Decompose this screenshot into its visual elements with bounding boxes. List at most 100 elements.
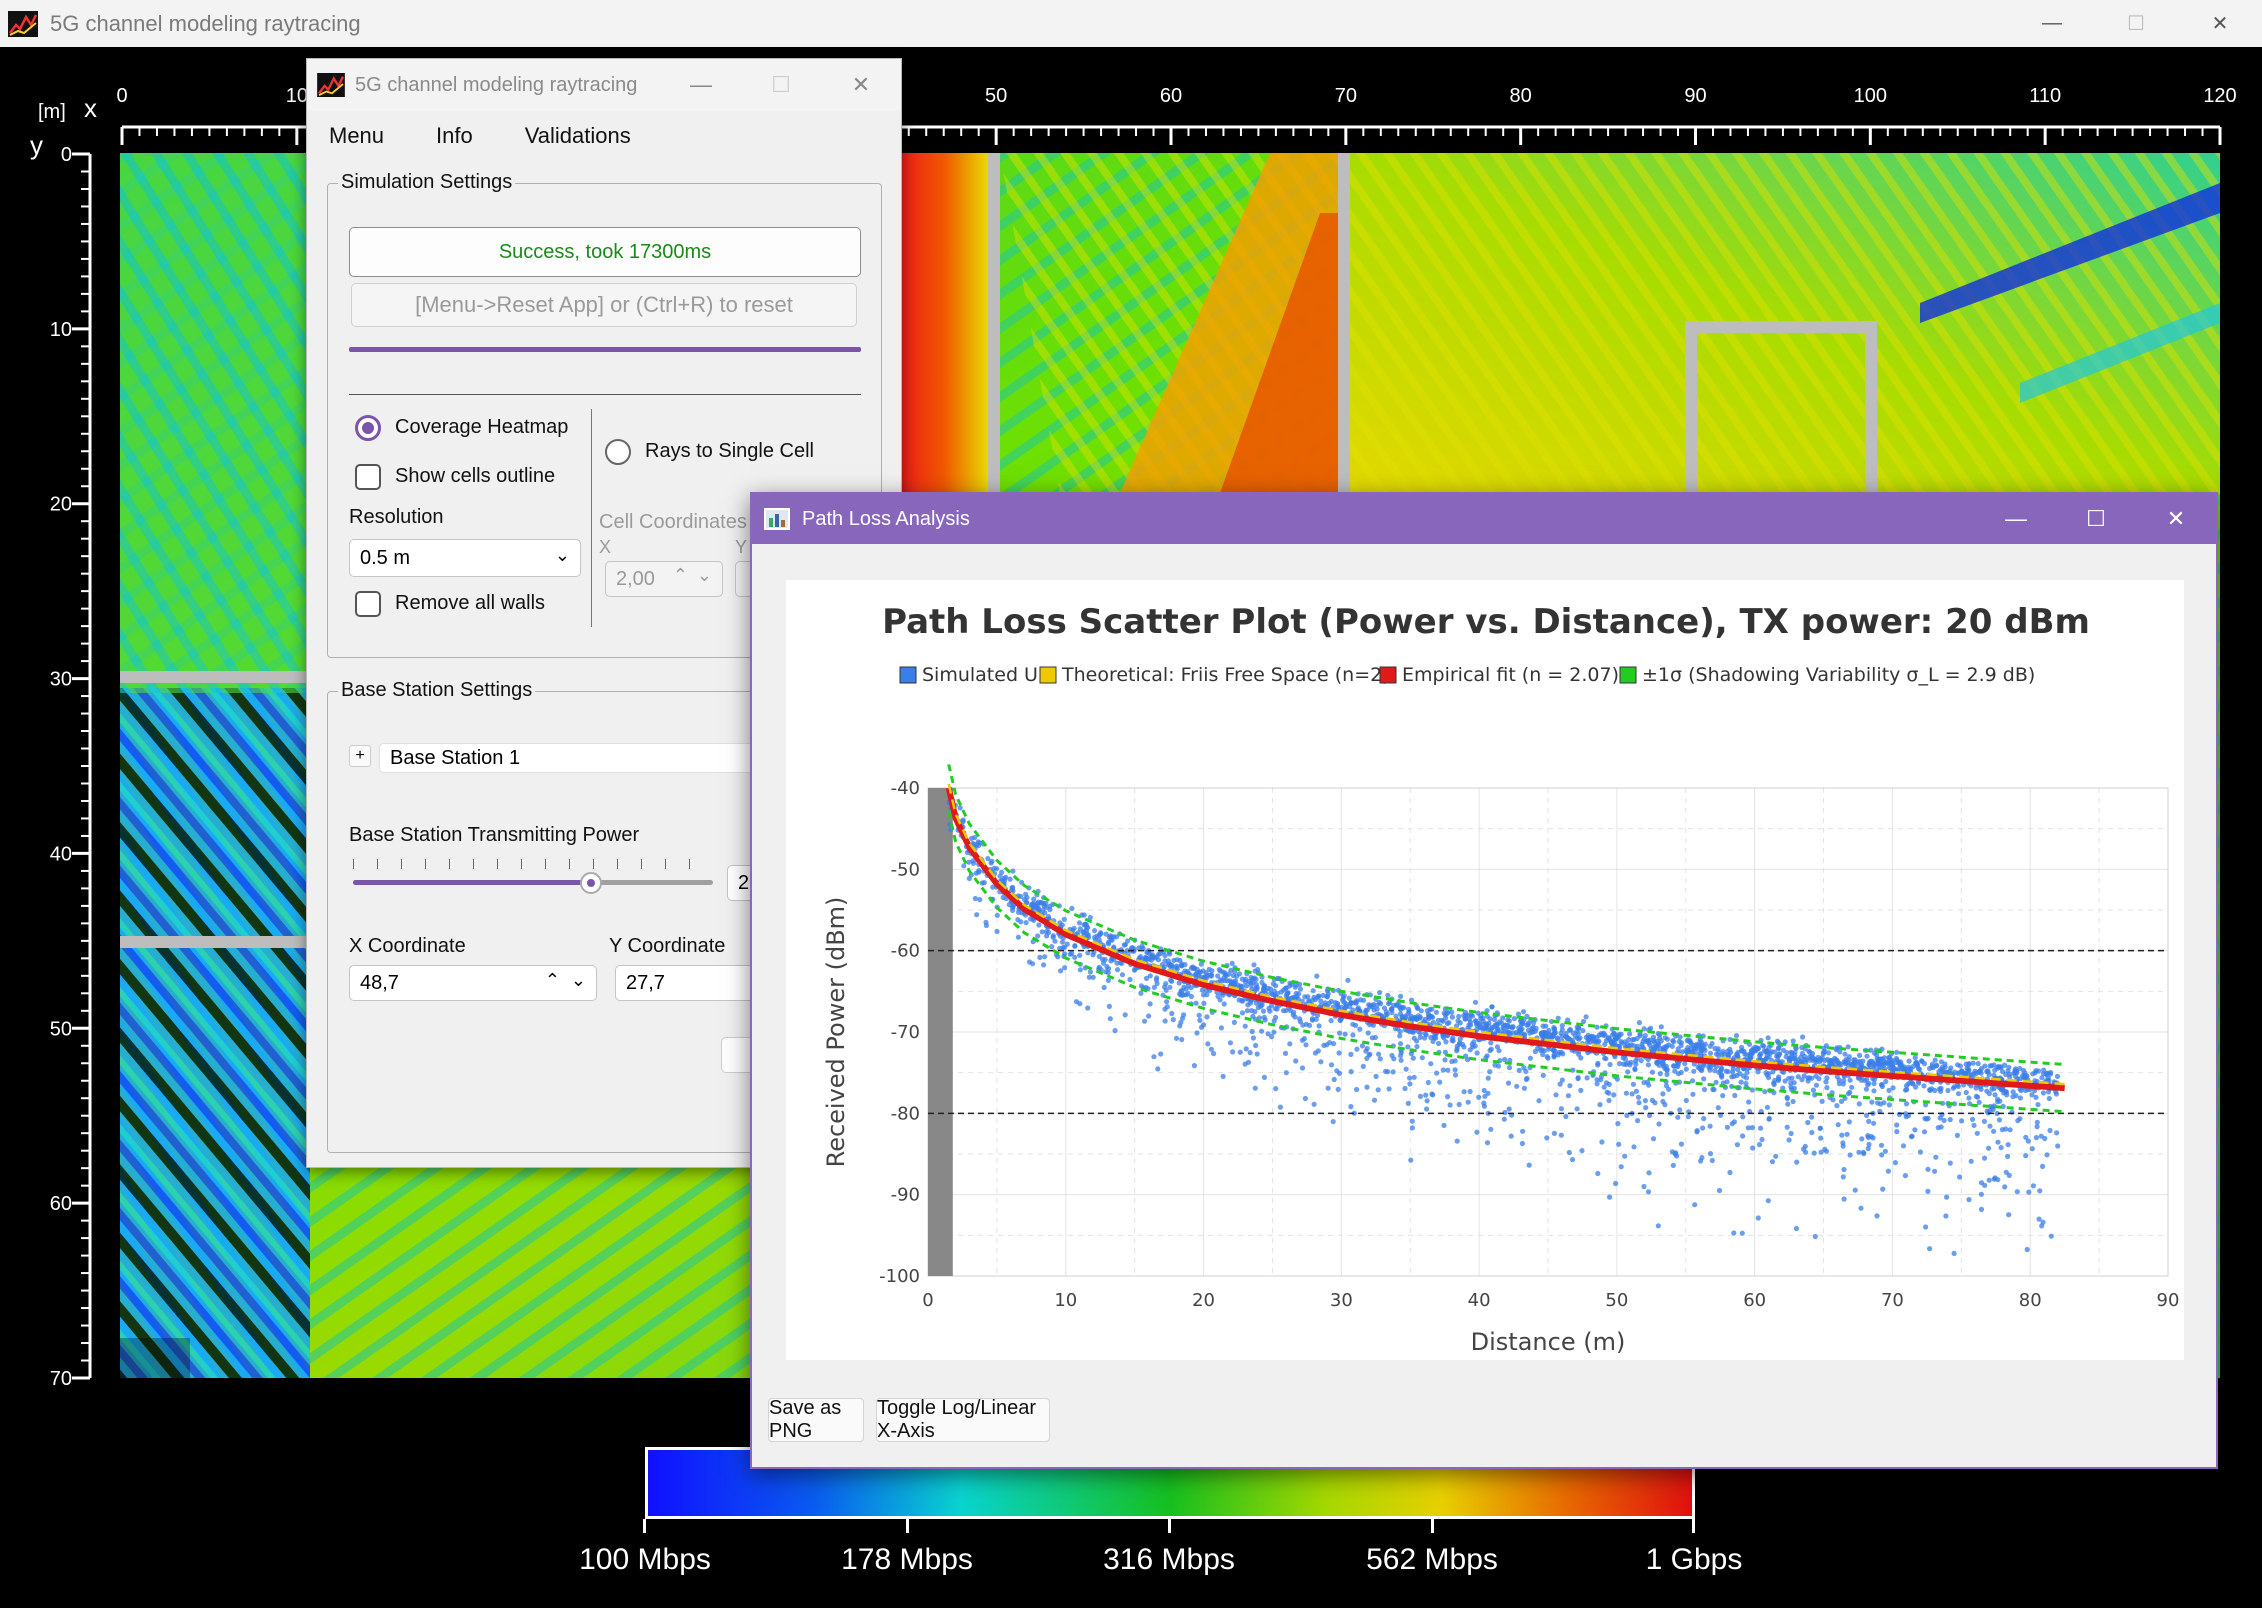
colorbar-tick [1431, 1519, 1434, 1533]
minimize-icon[interactable]: — [2005, 506, 2027, 531]
close-icon[interactable]: ✕ [2166, 506, 2186, 531]
scatter-point [1724, 1124, 1730, 1130]
scatter-point [1861, 1151, 1867, 1157]
scatter-point [1373, 1073, 1379, 1079]
x-coordinate-value: 48,7 [360, 971, 399, 994]
scatter-point [1701, 1116, 1707, 1122]
base-station-select[interactable]: Base Station 1 [379, 743, 759, 773]
scatter-point [1201, 1000, 1207, 1006]
scatter-point [1242, 1023, 1248, 1029]
remove-walls-label[interactable]: Remove all walls [395, 592, 546, 614]
scatter-point [2000, 1103, 2006, 1109]
scatter-point [1803, 1149, 1809, 1155]
scatter-point [1442, 1049, 1448, 1055]
scatter-point [1657, 1071, 1663, 1077]
expand-icon[interactable]: + [349, 745, 371, 767]
scatter-point [1611, 1092, 1617, 1098]
scatter-point [1326, 1000, 1332, 1006]
legend-swatch [1039, 666, 1057, 684]
scatter-point [1975, 1061, 1981, 1067]
scatter-point [1465, 1099, 1471, 1105]
maximize-icon[interactable]: ☐ [771, 72, 791, 97]
x-coordinate-spinbox[interactable]: 48,7 ⌃ ⌄ [349, 965, 597, 1001]
scatter-point [1786, 1137, 1792, 1143]
scatter-point [1121, 942, 1127, 948]
scatter-point [1167, 961, 1173, 967]
scatter-point [1530, 1024, 1536, 1030]
slider-thumb[interactable] [579, 872, 602, 894]
maximize-icon[interactable]: ☐ [2127, 13, 2145, 35]
scatter-point [1824, 1085, 1830, 1091]
close-icon[interactable]: ✕ [851, 72, 871, 97]
scatter-point [1963, 1089, 1969, 1096]
coverage-heatmap-label[interactable]: Coverage Heatmap [395, 416, 569, 438]
scatter-point [1671, 1039, 1677, 1045]
show-cells-outline-label[interactable]: Show cells outline [395, 465, 556, 487]
scatter-point [1743, 1080, 1749, 1087]
scatter-point [1292, 984, 1298, 990]
scatter-point [1691, 1068, 1697, 1074]
scatter-point [1345, 977, 1351, 983]
resolution-select[interactable]: 0.5 m ⌄ [349, 539, 581, 577]
scatter-point [1701, 1076, 1707, 1082]
toggle-axis-button[interactable]: Toggle Log/Linear X-Axis [876, 1397, 1050, 1442]
scatter-point [1205, 1041, 1211, 1047]
chevron-down-icon[interactable]: ⌄ [570, 970, 586, 990]
scatter-point [2014, 1070, 2020, 1076]
menu-item-info[interactable]: Info [436, 123, 473, 148]
scatter-point [1316, 1023, 1322, 1029]
tx-power-slider[interactable] [353, 859, 713, 897]
chevron-up-icon[interactable]: ⌃ [672, 565, 688, 585]
scatter-point [1447, 1102, 1453, 1108]
scatter-point [1174, 963, 1180, 969]
scatter-point [1604, 1089, 1610, 1095]
path-loss-window: Path Loss Analysis — ☐ ✕ Path Loss Scatt… [750, 492, 2218, 1469]
scatter-point [2040, 1163, 2046, 1169]
minimize-icon[interactable]: — [2042, 12, 2062, 34]
show-cells-outline-checkbox[interactable] [355, 464, 381, 490]
scatter-point [2040, 1219, 2046, 1225]
rays-single-cell-label[interactable]: Rays to Single Cell [645, 440, 814, 462]
scatter-point [1495, 1063, 1502, 1069]
chevron-down-icon[interactable]: ⌄ [696, 565, 712, 585]
simulation-settings-title: Simulation Settings [338, 171, 516, 194]
menu-item-menu[interactable]: Menu [329, 123, 385, 148]
maximize-icon[interactable]: ☐ [2086, 506, 2106, 531]
coverage-heatmap-radio[interactable] [355, 415, 381, 441]
scatter-point [1452, 1067, 1458, 1073]
scatter-point [1900, 1143, 1907, 1149]
status-button[interactable]: Success, took 17300ms [349, 227, 861, 277]
scatter-point [1660, 1091, 1666, 1097]
reset-button[interactable]: [Menu->Reset App] or (Ctrl+R) to reset [351, 283, 857, 327]
scatter-point [1383, 1068, 1389, 1074]
scatter-point [1103, 931, 1109, 937]
scatter-point [1603, 1080, 1610, 1086]
remove-walls-checkbox[interactable] [355, 591, 381, 617]
scatter-point [1035, 903, 1041, 909]
scatter-point [1570, 1067, 1576, 1073]
minimize-icon[interactable]: — [690, 72, 712, 97]
scatter-point [1365, 1030, 1371, 1036]
menu-item-validations[interactable]: Validations [524, 123, 631, 148]
save-png-button[interactable]: Save as PNG [768, 1397, 864, 1442]
chevron-up-icon[interactable]: ⌃ [544, 970, 560, 990]
cell-x-spinbox[interactable]: 2,00 ⌃ ⌄ [605, 561, 723, 597]
scatter-point [1472, 999, 1479, 1005]
close-icon[interactable]: ✕ [2211, 13, 2229, 35]
path-loss-scatter-chart: Path Loss Scatter Plot (Power vs. Distan… [822, 602, 2179, 1356]
scatter-point [1766, 1115, 1772, 1121]
scatter-point [1105, 941, 1112, 947]
scatter-point [2017, 1095, 2023, 1101]
scatter-point [1743, 1075, 1750, 1081]
scatter-point [1273, 1014, 1279, 1020]
scatter-point [1440, 1018, 1446, 1024]
scatter-point [1461, 1089, 1467, 1095]
scatter-point [1003, 874, 1009, 880]
rays-single-cell-radio[interactable] [605, 439, 631, 465]
scatter-point [1876, 1060, 1882, 1066]
scatter-point [1424, 1106, 1430, 1112]
scatter-point [1555, 1036, 1561, 1042]
x-tick-label: 40 [1468, 1290, 1491, 1311]
scatter-point [1536, 1098, 1542, 1104]
scatter-point [1700, 1125, 1706, 1131]
